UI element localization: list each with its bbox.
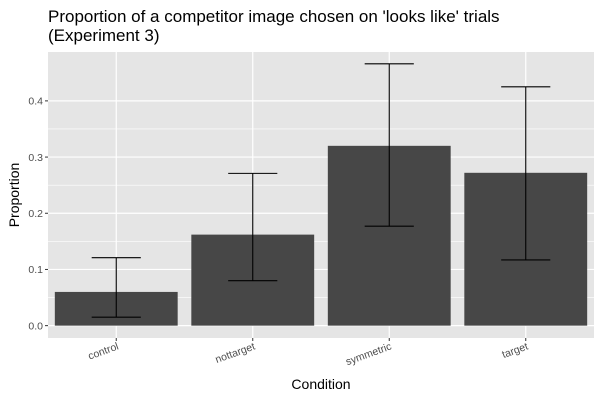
error-bar-nottarget: [228, 172, 278, 282]
y-axis-title: Proportion: [6, 163, 22, 228]
chart-title-line-2: (Experiment 3): [48, 26, 159, 45]
y-tick-label: 0.3: [28, 152, 43, 164]
y-tick-label: 0.2: [28, 208, 43, 220]
y-axis-ticks: 0.0 0.1 0.2 0.3 0.4: [28, 96, 48, 332]
y-tick-label: 0.0: [28, 320, 43, 332]
x-tick-label-symmetric: symmetric: [344, 341, 393, 369]
x-tick-label-nottarget: nottarget: [214, 341, 257, 366]
x-tick-label-target: target: [500, 341, 529, 361]
x-axis-title: Condition: [291, 376, 350, 392]
error-bars: [91, 63, 551, 318]
y-tick-label: 0.4: [28, 96, 43, 108]
chart-title-line-1: Proportion of a competitor image chosen …: [48, 7, 500, 26]
x-tick-label-control: control: [87, 341, 121, 363]
error-bar-control: [91, 257, 141, 318]
error-bar-target: [501, 86, 551, 261]
error-bar-symmetric: [364, 63, 414, 227]
x-axis-ticks: control nottarget symmetric target: [87, 338, 530, 368]
y-tick-label: 0.1: [28, 264, 43, 276]
